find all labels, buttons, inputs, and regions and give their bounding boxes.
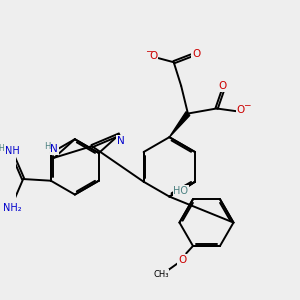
Text: −: − — [243, 100, 250, 109]
Text: NH: NH — [5, 146, 20, 156]
Text: O: O — [178, 255, 186, 265]
Text: HO: HO — [173, 186, 188, 196]
Text: H: H — [0, 144, 4, 153]
Text: O: O — [149, 52, 158, 61]
Text: O: O — [219, 81, 227, 91]
Text: N: N — [117, 136, 125, 146]
Text: NH₂: NH₂ — [3, 203, 21, 213]
Text: O: O — [192, 49, 200, 59]
Polygon shape — [169, 112, 190, 137]
Text: −: − — [145, 46, 152, 55]
Text: N: N — [50, 144, 58, 154]
Text: O: O — [237, 105, 245, 115]
Text: H: H — [44, 142, 50, 152]
Text: CH₃: CH₃ — [154, 270, 169, 279]
